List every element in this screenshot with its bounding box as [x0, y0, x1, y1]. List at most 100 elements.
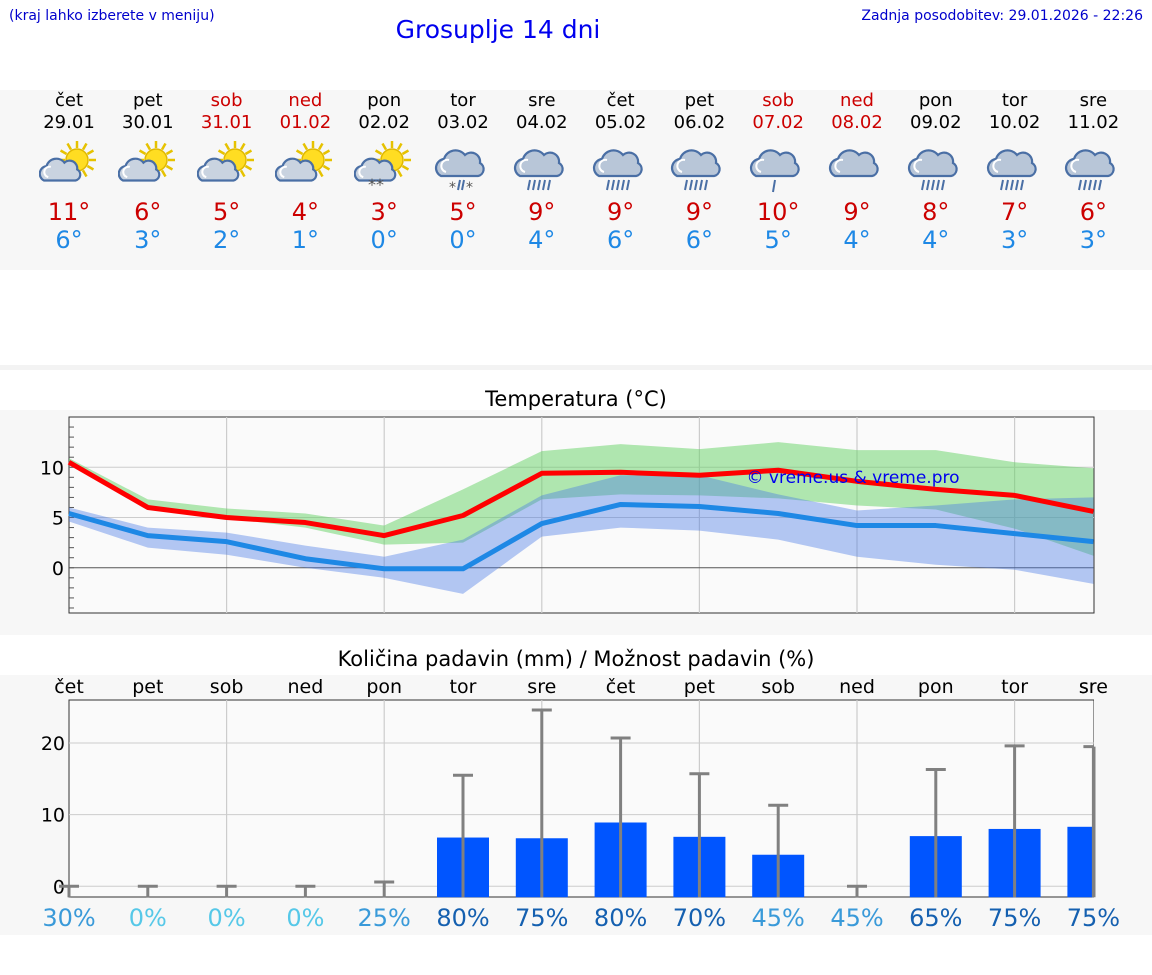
- day-name: sob: [210, 90, 243, 111]
- cloud-rain-icon: [671, 149, 722, 191]
- day-date: 29.01: [43, 112, 95, 133]
- day-column: sre 11.02 6° 3°: [1053, 90, 1133, 254]
- x-day-label: ned: [839, 676, 875, 698]
- y-tick-label: 20: [41, 733, 65, 755]
- temp-max: 8°: [922, 198, 950, 226]
- cloud-sleet-icon: * *: [434, 149, 485, 196]
- svg-text:*: *: [466, 180, 473, 196]
- precip-probability: 45%: [751, 904, 805, 932]
- day-date: 04.02: [516, 112, 568, 133]
- temp-min: 0°: [449, 226, 477, 254]
- page-title: Grosuplje 14 dni: [395, 15, 601, 44]
- day-column: ned 01.02 4° 1°: [265, 90, 345, 254]
- y-tick-label: 0: [53, 876, 65, 898]
- divider: [0, 365, 1152, 370]
- temp-min: 6°: [606, 226, 635, 254]
- day-name: pet: [133, 90, 163, 111]
- day-name: pet: [684, 90, 715, 111]
- temp-min: 3°: [1079, 226, 1108, 254]
- precip-probability: 65%: [909, 904, 963, 932]
- precip-probability: 80%: [436, 904, 490, 932]
- day-name: ned: [840, 90, 874, 111]
- temp-min: 3°: [134, 226, 162, 254]
- precipitation-chart-title: Količina padavin (mm) / Možnost padavin …: [337, 647, 815, 671]
- temperature-chart-panel: 0 5 10 © vreme.us & vreme.pro: [0, 410, 1152, 635]
- temp-min: 4°: [843, 226, 871, 254]
- y-tick-label: 10: [40, 457, 64, 479]
- x-day-label: pet: [684, 676, 715, 698]
- x-day-label: tor: [450, 676, 477, 698]
- temp-max: 9°: [528, 198, 556, 226]
- temp-max: 5°: [212, 198, 241, 226]
- sun-cloud-snow-icon: **: [354, 141, 412, 194]
- precip-probability: 45%: [830, 904, 884, 932]
- menu-hint[interactable]: (kraj lahko izberete v meniju): [9, 8, 215, 24]
- day-column: pet 30.01 6° 3°: [108, 90, 188, 254]
- svg-text:**: **: [368, 175, 384, 194]
- cloud-rain-icon: [907, 149, 958, 191]
- temp-max: 9°: [685, 198, 714, 226]
- daily-forecast-panel: čet 29.01 11° 6° pet 30.01 6° 3° sob 31.01 5° 2° ned…: [0, 90, 1152, 270]
- cloud-light-rain-icon: [750, 149, 800, 193]
- temp-min: 6°: [685, 226, 714, 254]
- cloud-rain-icon: [592, 149, 643, 191]
- day-date: 08.02: [831, 112, 883, 133]
- day-date: 03.02: [437, 112, 489, 133]
- temperature-chart: 0 5 10 © vreme.us & vreme.pro: [40, 416, 1095, 614]
- day-name: čet: [606, 90, 635, 111]
- temp-max: 4°: [291, 198, 320, 226]
- day-name: tor: [1001, 90, 1028, 111]
- min-temp-line: [68, 501, 1094, 572]
- day-date: 10.02: [988, 112, 1041, 133]
- temp-min: 6°: [55, 226, 83, 254]
- precip-probability: 25%: [357, 904, 411, 932]
- x-day-label: tor: [1001, 676, 1028, 698]
- precipitation-chart: 0 10 20 čet pet sob ned pon tor sre čet pet sob ned po…: [41, 675, 1152, 935]
- x-day-label: sre: [1079, 676, 1108, 698]
- precip-probability: 70%: [672, 904, 727, 932]
- day-name: tor: [450, 90, 476, 111]
- day-column: čet 05.02 9° 6°: [581, 90, 661, 254]
- watermark: © vreme.us & vreme.pro: [746, 468, 959, 488]
- precip-probability: 0%: [286, 904, 325, 932]
- day-name: pon: [367, 90, 402, 111]
- day-column: sob 07.02 10° 5°: [738, 90, 818, 254]
- temp-max: 9°: [606, 198, 635, 226]
- day-name: ned: [288, 90, 323, 111]
- temp-max: 10°: [756, 198, 800, 226]
- day-column: sob 31.01 5° 2°: [187, 90, 267, 254]
- min-range-band: [69, 475, 1094, 594]
- precip-probability: 30%: [42, 904, 96, 932]
- precip-probability: 0%: [207, 904, 246, 932]
- cloud-rain-icon: [986, 149, 1037, 191]
- precip-bar: [1067, 826, 1094, 898]
- y-tick-label: 5: [52, 508, 64, 530]
- day-name: sre: [528, 90, 556, 111]
- day-date: 11.02: [1067, 112, 1120, 133]
- day-column: pon 02.02 ** 3° 0°: [344, 90, 424, 254]
- precip-probability: 75%: [515, 904, 569, 932]
- day-date: 02.02: [358, 112, 410, 133]
- cloud-rain-icon: [513, 149, 564, 191]
- temp-min: 1°: [291, 226, 320, 254]
- svg-text:*: *: [449, 180, 456, 196]
- sun-cloud-icon: [275, 141, 333, 182]
- day-date: 09.02: [910, 112, 962, 133]
- day-column: tor 10.02 7° 3°: [975, 90, 1055, 254]
- right-margin: [1094, 675, 1152, 935]
- precipitation-chart-panel: 0 10 20 čet pet sob ned pon tor sre čet pet sob ned po…: [0, 675, 1152, 935]
- temp-min: 0°: [370, 226, 398, 254]
- day-column: pet 06.02 9° 6°: [659, 90, 739, 254]
- temp-min: 4°: [528, 226, 556, 254]
- day-column: pon 09.02 8° 4°: [896, 90, 976, 254]
- x-day-label: čet: [54, 676, 84, 698]
- x-day-label: sob: [210, 676, 244, 698]
- sun-cloud-icon: [39, 141, 96, 182]
- day-column: čet 29.01 11° 6°: [29, 90, 109, 254]
- x-day-label: sre: [527, 676, 556, 698]
- temperature-chart-title: Temperatura (°C): [485, 387, 667, 411]
- cloud-rain-icon: [1065, 149, 1116, 191]
- temp-max: 6°: [1079, 198, 1108, 226]
- day-date: 31.01: [200, 112, 253, 133]
- last-update: Zadnja posodobitev: 29.01.2026 - 22:26: [861, 8, 1143, 24]
